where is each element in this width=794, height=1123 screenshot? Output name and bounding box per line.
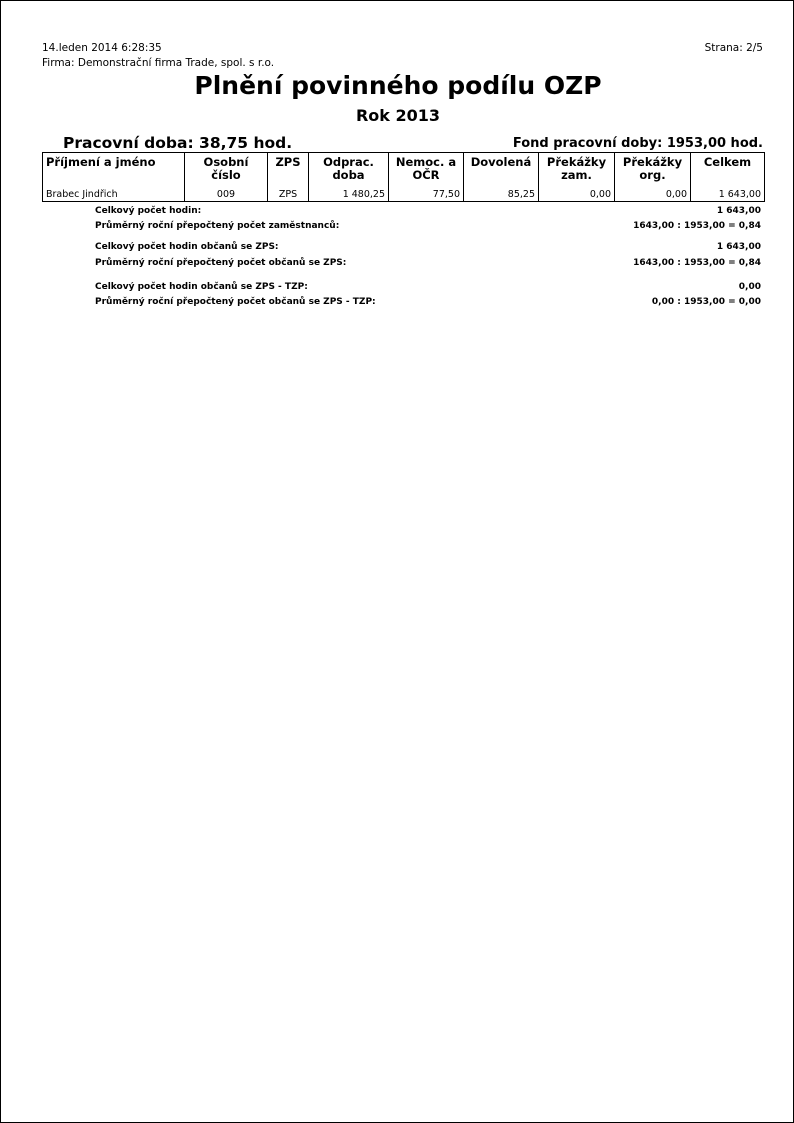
summary-value: 1643,00 : 1953,00 = 0,84 — [633, 221, 761, 231]
summary-label: Celkový počet hodin: — [95, 206, 202, 216]
table-cell: 0,00 — [614, 187, 691, 202]
column-header-line: Nemoc. a — [395, 155, 457, 169]
table-cell: 1 480,25 — [308, 187, 389, 202]
column-header-line: OČR — [412, 168, 440, 182]
print-datetime: 14.leden 2014 6:28:35 — [42, 42, 162, 54]
summary-label: Průměrný roční přepočtený počet občanů s… — [95, 258, 347, 268]
summary-line: Průměrný roční přepočtený počet zaměstna… — [95, 221, 761, 231]
work-fund: Fond pracovní doby: 1953,00 hod. — [512, 136, 763, 151]
report-title: Plnění povinného podílu OZP — [194, 71, 602, 100]
column-header: Příjmení a jméno — [42, 152, 185, 187]
summary-line: Průměrný roční přepočtený počet občanů s… — [95, 297, 761, 307]
column-header-line: org. — [639, 168, 666, 182]
summary-value: 1 643,00 — [716, 242, 761, 252]
table-row: Brabec Jindřich 009 ZPS 1 480,25 77,50 85,25 0… — [42, 187, 765, 202]
column-header-line: Dovolená — [470, 155, 532, 169]
column-header-line: Překážky — [546, 155, 607, 169]
column-header: Osobní číslo — [184, 152, 268, 187]
summary-line: Celkový počet hodin: 1 643,00 — [95, 206, 761, 216]
column-header: Překážky zam. — [538, 152, 615, 187]
column-header: Nemoc. a OČR — [388, 152, 464, 187]
column-header-line: Odprac. — [323, 155, 374, 169]
company-name: Firma: Demonstrační firma Trade, spol. s… — [42, 57, 275, 69]
table-cell: Brabec Jindřich — [42, 187, 185, 202]
summary-line: Celkový počet hodin občanů se ZPS - TZP:… — [95, 282, 761, 292]
column-header-line: doba — [332, 168, 365, 182]
table-cell: 0,00 — [538, 187, 615, 202]
summary-value: 0,00 — [738, 282, 761, 292]
column-header-line: Osobní číslo — [203, 155, 249, 182]
summary-label: Celkový počet hodin občanů se ZPS: — [95, 242, 279, 252]
report-subtitle: Rok 2013 — [355, 106, 441, 125]
summary-line: Průměrný roční přepočtený počet občanů s… — [95, 258, 761, 268]
column-header: Odprac. doba — [308, 152, 389, 187]
summary-label: Průměrný roční přepočtený počet zaměstna… — [95, 221, 340, 231]
column-header-line: Překážky — [622, 155, 683, 169]
summary-value: 0,00 : 1953,00 = 0,00 — [651, 297, 761, 307]
summary-line: Celkový počet hodin občanů se ZPS: 1 643,… — [95, 242, 761, 252]
table-cell: 77,50 — [388, 187, 464, 202]
column-header: Překážky org. — [614, 152, 691, 187]
summary-value: 1643,00 : 1953,00 = 0,84 — [633, 258, 761, 268]
column-header-line: zam. — [561, 168, 592, 182]
table-cell: 1 643,00 — [690, 187, 765, 202]
column-header-line: Příjmení a jméno — [46, 155, 156, 169]
table-cell: ZPS — [267, 187, 309, 202]
summary-value: 1 643,00 — [716, 206, 761, 216]
column-header: Dovolená — [463, 152, 539, 187]
summary-label: Průměrný roční přepočtený počet občanů s… — [95, 297, 376, 307]
page-number: Strana: 2/5 — [704, 42, 763, 54]
table-cell: 85,25 — [463, 187, 539, 202]
column-header: ZPS — [267, 152, 309, 187]
table-cell: 009 — [184, 187, 268, 202]
column-header-line: ZPS — [275, 155, 301, 169]
data-table: Příjmení a jméno Osobní číslo ZPS Odprac. do… — [42, 152, 765, 202]
work-time: Pracovní doba: 38,75 hod. — [63, 134, 293, 152]
column-header-line: Celkem — [703, 155, 752, 169]
summary-label: Celkový počet hodin občanů se ZPS - TZP: — [95, 282, 308, 292]
column-header: Celkem — [690, 152, 765, 187]
